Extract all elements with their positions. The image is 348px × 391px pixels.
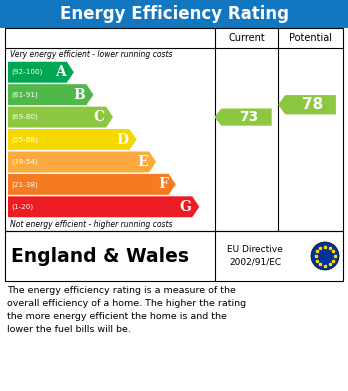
Polygon shape xyxy=(8,151,156,172)
Text: (81-91): (81-91) xyxy=(11,91,38,98)
Text: (92-100): (92-100) xyxy=(11,69,42,75)
Text: (1-20): (1-20) xyxy=(11,204,33,210)
Text: F: F xyxy=(158,178,168,191)
Text: (39-54): (39-54) xyxy=(11,159,38,165)
Text: G: G xyxy=(179,200,191,214)
Text: England & Wales: England & Wales xyxy=(11,246,189,265)
Text: Potential: Potential xyxy=(289,33,332,43)
Text: Not energy efficient - higher running costs: Not energy efficient - higher running co… xyxy=(10,220,173,229)
Polygon shape xyxy=(8,62,74,83)
Polygon shape xyxy=(8,196,199,217)
Text: A: A xyxy=(55,65,66,79)
Polygon shape xyxy=(8,129,136,150)
Text: (69-80): (69-80) xyxy=(11,114,38,120)
Text: B: B xyxy=(74,88,85,102)
Polygon shape xyxy=(214,108,272,126)
Text: Energy Efficiency Rating: Energy Efficiency Rating xyxy=(60,5,288,23)
Bar xyxy=(5,28,343,231)
Bar xyxy=(0,0,348,28)
Text: 73: 73 xyxy=(239,110,259,124)
Text: D: D xyxy=(116,133,128,147)
Circle shape xyxy=(311,242,339,270)
Text: (21-38): (21-38) xyxy=(11,181,38,188)
Text: C: C xyxy=(94,110,105,124)
Polygon shape xyxy=(8,174,176,195)
Text: The energy efficiency rating is a measure of the
overall efficiency of a home. T: The energy efficiency rating is a measur… xyxy=(7,286,246,334)
Text: E: E xyxy=(137,155,148,169)
Text: 78: 78 xyxy=(302,97,323,112)
Polygon shape xyxy=(8,84,93,105)
Bar xyxy=(5,231,343,281)
Text: Current: Current xyxy=(228,33,265,43)
Text: EU Directive
2002/91/EC: EU Directive 2002/91/EC xyxy=(227,245,283,267)
Text: (55-68): (55-68) xyxy=(11,136,38,143)
Polygon shape xyxy=(278,95,336,114)
Polygon shape xyxy=(8,107,113,127)
Text: Very energy efficient - lower running costs: Very energy efficient - lower running co… xyxy=(10,50,173,59)
